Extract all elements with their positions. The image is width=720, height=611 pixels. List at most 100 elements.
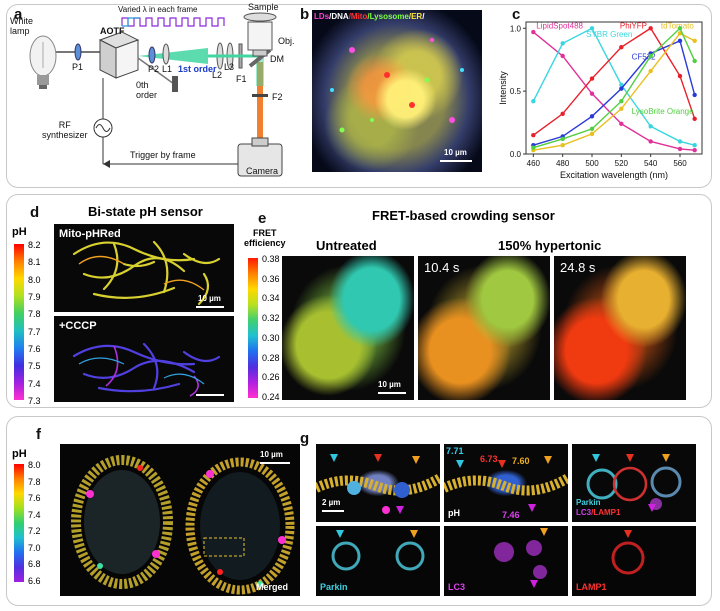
- scale-label-b: 10 µm: [444, 148, 467, 157]
- hypertonic-10s-image: 10.4 s: [418, 256, 550, 400]
- time-label-1: 10.4 s: [424, 260, 460, 275]
- data-point: [648, 124, 653, 129]
- data-point: [692, 143, 697, 148]
- scale-bar-b: [440, 160, 472, 162]
- data-point: [648, 68, 653, 74]
- x-tick-label: 520: [615, 159, 629, 168]
- lens-l1-icon: [162, 43, 170, 65]
- data-point: [692, 116, 697, 122]
- series-line: [533, 32, 695, 151]
- scale-bar-d2: [196, 394, 224, 396]
- dm-label: DM: [270, 54, 284, 64]
- legend-dna: /DNA: [329, 12, 349, 21]
- x-tick-label: 560: [673, 159, 687, 168]
- ph-tick: 7.5: [28, 361, 41, 372]
- varied-lambda-label: Varied λ in each frame: [118, 5, 198, 14]
- data-point: [560, 41, 565, 46]
- f1-label: F1: [236, 74, 247, 84]
- stain-legend: LDs/DNA/Mito/Lysosome/ER/: [314, 12, 424, 21]
- panel-a-label: a: [14, 6, 23, 23]
- scale-bar-f: [260, 462, 290, 464]
- x-axis-label: Excitation wavelength (nm): [560, 170, 668, 180]
- filter-f2-icon: [252, 94, 268, 97]
- ph-colorbar-f-ticks: 8.0 7.8 7.6 7.4 7.2 7.0 6.8 6.6: [28, 460, 41, 586]
- panel-d-label: d: [30, 204, 40, 221]
- ph-f-tick: 7.2: [28, 526, 41, 537]
- merge-channels-rings: [586, 454, 682, 512]
- organelle-dots: [330, 38, 464, 133]
- data-point: [619, 121, 624, 127]
- lc3-channel-image: LC3: [444, 526, 568, 596]
- data-point: [560, 111, 565, 116]
- mito-network-blue: [72, 342, 221, 397]
- lamp1-label: LAMP1: [576, 582, 607, 592]
- y-axis-label: Intensity: [498, 71, 508, 105]
- ph-tick: 7.8: [28, 309, 41, 320]
- l2-label: L2: [212, 70, 223, 80]
- first-order-label: 1st order: [178, 64, 217, 74]
- ph-values-image: 7.71 6.73 7.60 7.46 pH: [444, 444, 568, 522]
- series-label: SYBR Green: [586, 30, 632, 39]
- merged-ph-cells-image: 10 µm Merged: [60, 444, 300, 596]
- data-point: [648, 139, 653, 144]
- merged-label: Merged: [256, 582, 289, 592]
- x-tick-label: 480: [556, 159, 570, 168]
- parkin-label: Parkin: [320, 582, 348, 592]
- merge-lamp-label: /LAMP1: [591, 508, 621, 517]
- ph-colorbar: [14, 244, 24, 400]
- x-tick-label: 500: [585, 159, 599, 168]
- ph-f-tick: 7.0: [28, 542, 41, 553]
- multicolor-cell-image: [312, 10, 482, 172]
- data-point: [531, 29, 536, 35]
- mito-network-yellow: [72, 240, 221, 306]
- ph-f-tick: 7.6: [28, 493, 41, 504]
- panel-e-label: e: [258, 210, 267, 227]
- data-point: [619, 44, 624, 50]
- panel-b-label: b: [300, 6, 310, 23]
- data-point: [619, 106, 624, 111]
- ph-colorbar-ticks: 8.2 8.1 8.0 7.9 7.8 7.7 7.6 7.5 7.4 7.3: [28, 240, 41, 406]
- data-point: [589, 76, 595, 81]
- untreated-label: Untreated: [316, 238, 377, 253]
- sample-label: Sample: [248, 2, 279, 12]
- plot-frame: [525, 21, 703, 155]
- ph-values-dots: [444, 456, 568, 512]
- cccp-image: +CCCP: [54, 316, 234, 402]
- data-point: [531, 132, 536, 138]
- data-point: [589, 91, 595, 96]
- data-point: [692, 38, 697, 44]
- data-point: [692, 92, 697, 98]
- parkin-channel-image: Parkin: [316, 526, 440, 596]
- merge-parkin-label: Parkin: [576, 498, 601, 507]
- legend-slash: /: [422, 12, 425, 21]
- white-lamp-label: White lamp: [10, 16, 34, 36]
- ph-f-tick: 6.8: [28, 559, 41, 570]
- ph-f-tick: 7.8: [28, 476, 41, 487]
- ph-value-3: 7.60: [512, 456, 530, 466]
- data-point: [677, 26, 683, 31]
- series-label: PhiYFP: [620, 21, 647, 30]
- series-label: LysoBrite Orange: [632, 107, 695, 116]
- series-label: LipidSpot488: [536, 21, 583, 30]
- fret-tick: 0.34: [262, 293, 280, 304]
- panel-c-label: c: [512, 6, 521, 23]
- series-line: [533, 39, 696, 146]
- cell-ring-dots: [71, 455, 295, 595]
- ph-zoom-image: 2 µm: [316, 444, 440, 522]
- ph-zoom-dots: [316, 454, 440, 514]
- y-tick-label: 0.0: [510, 150, 522, 159]
- series-label: tdTomato: [661, 21, 694, 30]
- zeroth-order-label: 0th order: [136, 80, 158, 100]
- legend-mito: /Mito: [348, 12, 368, 21]
- excitation-spectra-chart: 460 480 500 520 540 560 0.0 0.5 1.0 Excitation wa…: [498, 21, 703, 180]
- fret-tick: 0.36: [262, 273, 280, 284]
- l1-label: L1: [162, 64, 173, 74]
- data-point: [531, 145, 536, 150]
- ph-colorbar-title: pH: [12, 226, 27, 238]
- polarizer-p2-icon: [148, 46, 156, 64]
- data-point: [648, 53, 653, 59]
- y-tick-label: 0.5: [510, 87, 522, 96]
- ph-colorbar-f: [14, 464, 24, 582]
- lamp1-channel-image: LAMP1: [572, 526, 696, 596]
- untreated-cells-image: 10 µm: [282, 256, 414, 400]
